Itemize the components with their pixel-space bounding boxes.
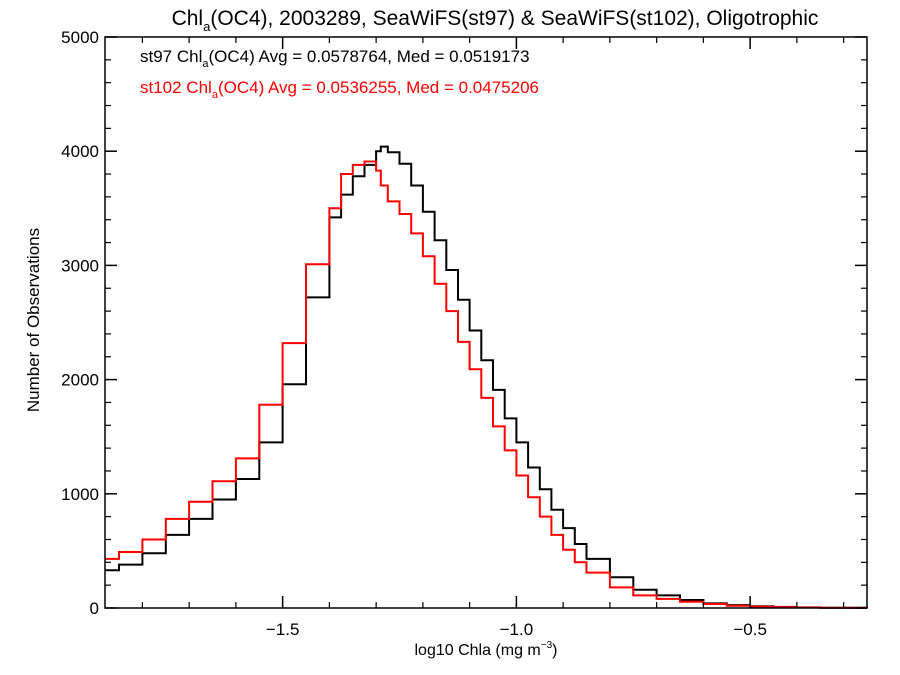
y-tick-label: 4000 bbox=[61, 142, 99, 161]
series-layer bbox=[105, 145, 868, 609]
annotation-st97-pre: st97 Chl bbox=[140, 47, 202, 66]
x-tick-label: −0.5 bbox=[733, 620, 767, 639]
y-axis-ticks: 0 1000 2000 3000 4000 5000 bbox=[61, 28, 867, 618]
x-axis-label: log10 Chla (mg m−3) bbox=[414, 640, 557, 659]
xlabel-pre: log10 Chla (mg m bbox=[414, 642, 540, 659]
title-sub: a bbox=[203, 19, 211, 34]
annotation-st102-post: (OC4) Avg = 0.0536255, Med = 0.0475206 bbox=[218, 78, 539, 97]
annotation-st102: st102 Chla(OC4) Avg = 0.0536255, Med = 0… bbox=[140, 78, 539, 101]
plot-frame bbox=[104, 36, 868, 609]
y-tick-label: 2000 bbox=[61, 371, 99, 390]
y-tick-label: 0 bbox=[90, 599, 99, 618]
x-axis-ticks: −1.5 −1.0 −0.5 bbox=[141, 37, 845, 639]
y-tick-label: 3000 bbox=[61, 256, 99, 275]
xlabel-sup: −3 bbox=[541, 640, 553, 651]
y-tick-label: 5000 bbox=[61, 28, 99, 47]
title-pre: Chl bbox=[172, 7, 204, 30]
series-line-st97 bbox=[105, 145, 868, 609]
chart-title: Chla(OC4), 2003289, SeaWiFS(st97) & SeaW… bbox=[172, 7, 819, 34]
annotation-st102-pre: st102 Chl bbox=[140, 78, 212, 97]
annotation-st102-sub: a bbox=[212, 89, 219, 101]
title-post: (OC4), 2003289, SeaWiFS(st97) & SeaWiFS(… bbox=[210, 7, 818, 30]
y-axis-label: Number of Observations bbox=[24, 228, 43, 412]
annotation-st97-sub: a bbox=[202, 58, 209, 70]
annotation-st97-post: (OC4) Avg = 0.0578764, Med = 0.0519173 bbox=[209, 47, 530, 66]
x-tick-label: −1.0 bbox=[500, 620, 534, 639]
series-line-st102 bbox=[105, 160, 868, 609]
annotation-st97: st97 Chla(OC4) Avg = 0.0578764, Med = 0.… bbox=[140, 47, 530, 70]
y-tick-label: 1000 bbox=[61, 485, 99, 504]
x-tick-label: −1.5 bbox=[266, 620, 300, 639]
xlabel-post: ) bbox=[552, 642, 557, 659]
